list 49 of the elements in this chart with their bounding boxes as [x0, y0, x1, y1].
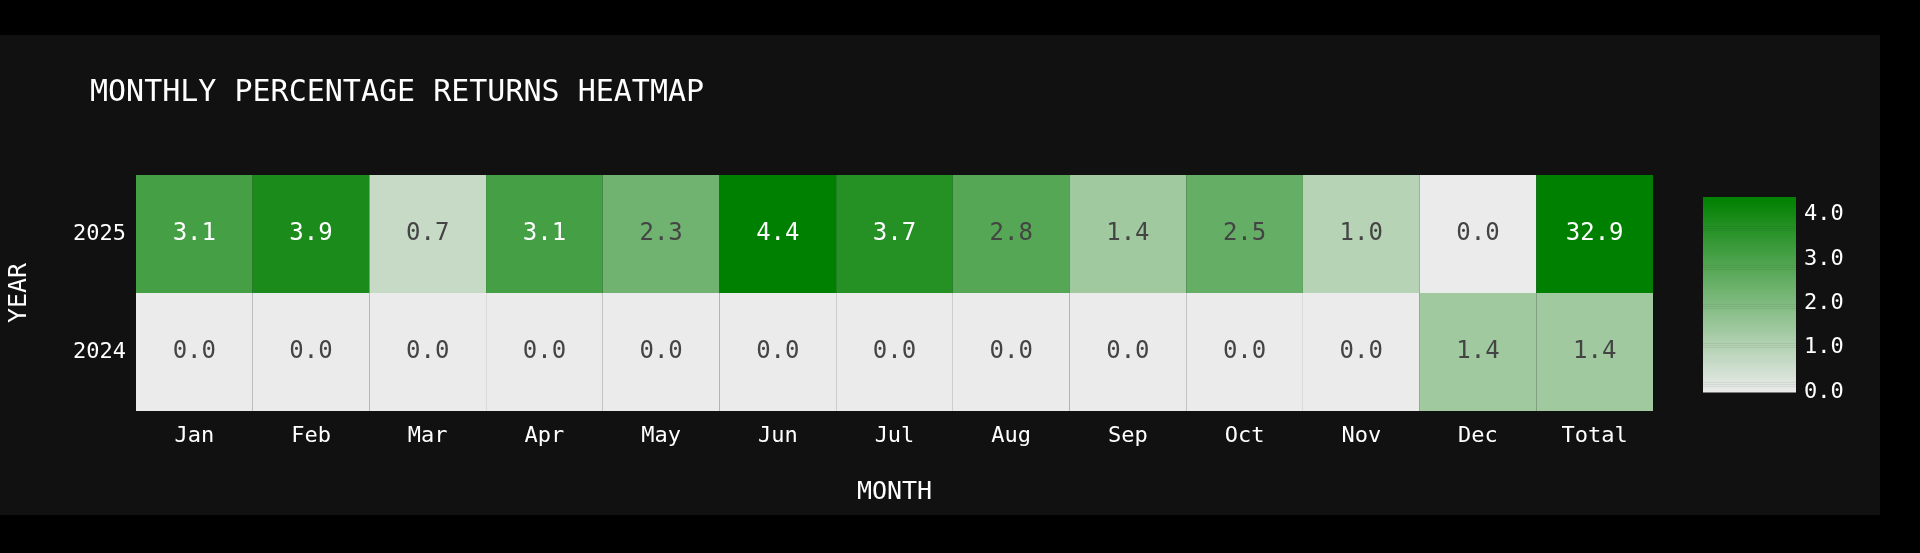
data-label: 4.4 [756, 218, 800, 247]
x-tick-label: Apr [524, 421, 565, 447]
data-label: 3.7 [872, 218, 917, 247]
data-label: 1.4 [1456, 336, 1500, 365]
data-label: 0.0 [756, 336, 800, 365]
y-tick-label: 2025 [73, 219, 126, 245]
x-tick-label: May [641, 421, 681, 447]
data-label: 0.0 [406, 336, 450, 365]
data-label: 0.7 [406, 218, 450, 247]
color-bar-label: 4.0 [1804, 200, 1844, 226]
data-label: 0.0 [639, 336, 683, 365]
data-label: 1.4 [1106, 218, 1150, 247]
data-label: 3.1 [522, 218, 567, 247]
x-tick-label: Mar [407, 421, 448, 447]
data-label: 3.1 [172, 218, 217, 247]
data-label: 2.3 [639, 218, 683, 247]
x-tick-label: Jan [174, 421, 215, 447]
x-tick-label: Feb [291, 421, 331, 447]
data-label: 0.0 [522, 336, 567, 365]
data-label: 2.5 [1222, 218, 1267, 247]
color-bar-label: 0.0 [1804, 377, 1844, 403]
data-label: 0.0 [1339, 336, 1383, 365]
data-label: 1.0 [1339, 218, 1383, 247]
data-label: 0.0 [989, 336, 1033, 365]
color-bar-label: 3.0 [1804, 244, 1844, 270]
chart-title: MONTHLY PERCENTAGE RETURNS HEATMAP [90, 72, 705, 108]
data-label: 1.4 [1572, 336, 1617, 365]
data-label: 3.9 [289, 218, 333, 247]
x-tick-label: Dec [1458, 421, 1498, 447]
x-tick-label: Nov [1341, 421, 1382, 447]
data-label: 0.0 [1456, 218, 1500, 247]
x-tick-label: Total [1561, 421, 1628, 447]
color-bar-label: 2.0 [1804, 289, 1844, 315]
y-tick-label: 2024 [73, 337, 126, 363]
data-label: 0.0 [289, 336, 333, 365]
data-label: 0.0 [172, 336, 217, 365]
x-tick-label: Jul [874, 421, 915, 447]
data-label: 0.0 [872, 336, 917, 365]
x-axis-title: MONTH [856, 475, 933, 505]
x-tick-label: Jun [757, 421, 798, 447]
y-axis-title: YEAR [2, 261, 32, 324]
x-tick-label: Oct [1224, 421, 1265, 447]
color-bar-label: 1.0 [1804, 333, 1844, 359]
data-label: 0.0 [1106, 336, 1150, 365]
x-tick-label: Sep [1108, 421, 1148, 447]
data-label: 32.9 [1565, 218, 1624, 247]
data-label: 0.0 [1222, 336, 1267, 365]
x-tick-label: Aug [991, 421, 1032, 447]
data-label: 2.8 [989, 218, 1033, 247]
